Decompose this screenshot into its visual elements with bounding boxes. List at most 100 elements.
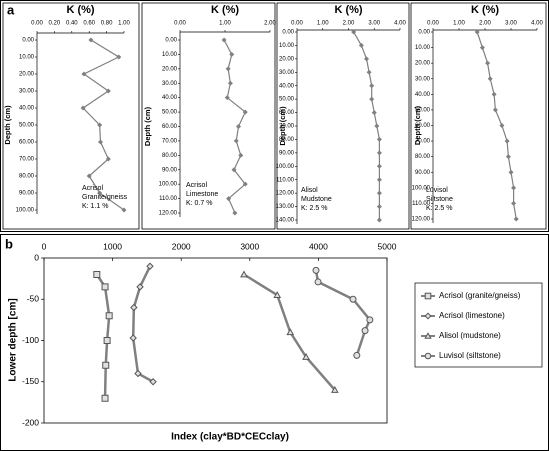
x-tick-label: 3.00 [368,21,380,27]
data-point [376,177,382,183]
data-point [485,60,491,66]
chart-frame [276,2,410,230]
data-point [81,71,87,77]
data-point [226,196,232,202]
chart-title: K (%) [471,4,499,16]
y-axis-label: Lower depth [cm] [8,298,19,381]
data-point [136,283,144,291]
y-tick-label: 120.00 [276,191,295,197]
y-tick-label: -200 [22,417,39,427]
annotation: K: 2.5 % [301,205,327,212]
x-tick-label: 4.00 [531,21,543,27]
x-tick-label: 1.00 [317,21,329,27]
y-tick-label: -150 [22,376,39,386]
annotation: Limestone [186,191,218,198]
y-tick-label: 120.00 [159,211,178,217]
data-point [98,139,104,145]
y-tick-label: 30.00 [162,81,178,87]
data-point [369,96,375,102]
y-tick-label: 60.00 [415,123,431,129]
y-tick-label: 50.00 [279,97,295,103]
data-point [376,204,382,210]
data-point [312,266,320,274]
data-point [121,207,127,213]
y-tick-label: 50.00 [19,123,35,129]
y-tick-label: 140.00 [276,218,295,224]
y-tick-label: 0.00 [22,38,34,44]
data-point [358,42,364,48]
data-point [376,150,382,156]
data-point [97,122,103,128]
y-tick-label: 40.00 [162,95,178,101]
data-point [101,394,109,402]
legend-marker [424,312,432,320]
y-tick-label: 100.00 [412,185,431,191]
data-point [224,95,230,101]
data-point [227,80,233,86]
y-tick-label: 70.00 [162,138,178,144]
plot-area [43,257,388,424]
y-tick-label: 10.00 [19,55,35,61]
data-point [491,91,497,97]
y-tick-label: 0.00 [282,30,294,36]
legend-label: Luvisol (siltstone) [439,351,501,360]
x-tick-label: 0.00 [291,21,303,27]
annotation: Mudstone [301,196,332,203]
y-tick-label: 60.00 [279,110,295,116]
data-point [146,262,154,270]
x-tick-label: 4.00 [394,21,406,27]
panel-label: a [7,2,15,17]
data-point [86,173,92,179]
data-point [331,385,339,393]
data-point [238,152,244,158]
x-tick-label: 0.60 [83,21,95,27]
data-point [232,210,238,216]
data-point [242,181,248,187]
y-axis-label: Depth (cm) [278,106,287,146]
data-point [314,278,322,286]
y-tick-label: 100.00 [159,182,178,188]
x-tick-label: 2.00 [264,21,276,27]
data-point [105,312,113,320]
data-point [105,156,111,162]
data-point [376,217,382,223]
data-point [93,271,101,278]
x-tick-label: 0.00 [427,21,439,27]
data-point [513,216,519,222]
x-tick-label: 2.00 [343,21,355,27]
data-point [487,76,493,82]
y-tick-label: 70.00 [415,139,431,145]
data-point [374,123,380,129]
data-point [273,291,282,299]
data-point [505,154,511,160]
data-point [511,200,517,206]
annotation: K: 1.1 % [82,203,108,210]
data-point [231,167,237,173]
y-tick-label: 40.00 [279,83,295,89]
data-point [349,295,357,303]
y-tick-label: 80.00 [415,154,431,160]
annotation: K: 0.7 % [186,200,212,207]
data-point [302,352,310,360]
legend-marker [424,292,432,300]
x-tick-label: 4000 [309,241,328,251]
y-tick-label: 60.00 [19,140,35,146]
data-point [130,303,138,312]
data-point [105,88,111,94]
y-tick-label: 30.00 [279,70,295,76]
profile-line [476,31,517,220]
data-point [361,327,369,335]
y-tick-label: 0.00 [165,38,177,44]
y-tick-label: 40.00 [415,92,431,98]
y-tick-label: 110.00 [412,201,431,207]
y-tick-label: 80.00 [19,174,35,180]
y-tick-label: 50.00 [162,110,178,116]
data-point [116,54,122,60]
y-tick-label: 130.00 [276,204,295,210]
data-point [102,361,110,369]
y-tick-label: 30.00 [415,76,431,82]
y-tick-label: 20.00 [415,61,431,67]
x-tick-label: 1.00 [219,21,231,27]
y-tick-label: -100 [22,335,39,345]
